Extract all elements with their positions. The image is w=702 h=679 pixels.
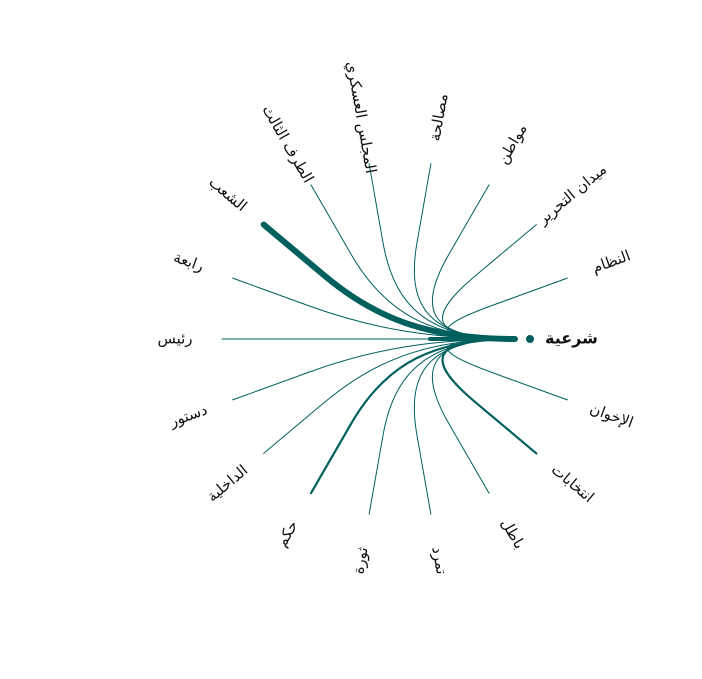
term-label-dakhiliya: الداخلية [203,461,251,505]
term-label-intikhabat: انتخابات [548,460,598,506]
term-label-rais: رئيس [157,330,192,348]
term-label-rabaa: رابعة [171,248,206,275]
term-label-hukm: حكم [272,517,301,550]
links-group [221,163,568,515]
link-tamarrud [413,338,516,515]
term-label-midan: ميدان التحرير [533,160,610,228]
term-label-majlis: المجلس العسكري [342,60,380,175]
term-label-batil: باطل [497,515,529,552]
term-label-thawra: ثورة [349,546,371,576]
link-majlis [368,163,516,340]
link-ikhwan [447,338,568,401]
link-taraf [310,184,516,340]
link-dustur [232,338,516,401]
link-rabaa [232,277,516,340]
term-label-shaab: الشعب [205,173,250,215]
link-muwatin [431,184,516,340]
focus-dot [526,335,534,343]
term-label-musalaha: مصالحة [426,92,452,142]
link-thawra [368,338,516,515]
term-label-ikhwan: الإخوان [587,399,635,431]
link-dakhiliya [263,338,516,454]
term-label-dustur: دستور [166,400,210,431]
term-label-taraf: الطرف الثالث [258,102,317,186]
link-batil [431,338,516,494]
link-shaab [260,221,518,342]
term-label-muwatin: مواطن [493,121,530,168]
link-hukm [309,337,517,495]
term-label-tamarrud: تمرد [428,545,451,576]
link-musalaha [413,163,516,340]
focus-term-label: شرعية [545,329,598,348]
term-label-nizam: النظام [590,246,633,276]
link-intikhabat [441,337,538,455]
